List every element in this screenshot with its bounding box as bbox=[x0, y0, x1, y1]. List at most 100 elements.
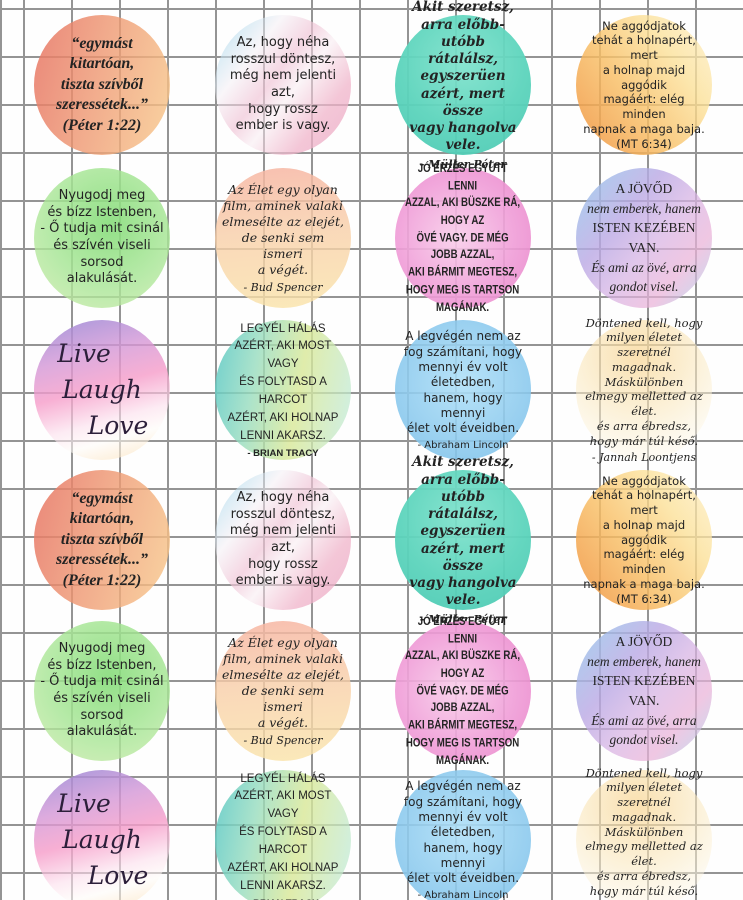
quote-line: élet volt éveidben. bbox=[406, 421, 520, 436]
quote-line: HOGY MEG IS TARTSON bbox=[406, 282, 520, 297]
quote-line: AZÉRT, AKI HOLNAP bbox=[227, 411, 339, 424]
quote-line: sorsod bbox=[80, 707, 124, 723]
sticker-muller-peter: Akit szeretsz, arra előbb-utóbb rátalálsz,… bbox=[395, 0, 531, 171]
quote-line: Ne aggódjatok bbox=[602, 473, 686, 488]
quote-line: tiszta szívből bbox=[60, 530, 144, 548]
quote-line: nem emberek, hanem bbox=[587, 653, 701, 669]
quote-line: kitartóan, bbox=[69, 510, 135, 528]
quote-text: “egymást kitartóan, tiszta szívből szeressé… bbox=[39, 489, 164, 591]
quote-line: Ne aggódjatok bbox=[602, 18, 686, 33]
quote-line: tehát a holnapért, mert bbox=[592, 33, 696, 63]
quote-line: élet volt éveidben. bbox=[406, 871, 520, 886]
sticker-a-jovod: A JÖVŐD nem emberek, hanem ISTEN KEZÉBEN V… bbox=[576, 621, 712, 761]
quote-line: A JÖVŐD bbox=[615, 181, 673, 197]
quote-line: (Péter 1:22) bbox=[62, 571, 142, 589]
quote-line: Laugh bbox=[62, 824, 142, 854]
quote-text: “egymást kitartóan, tiszta szívből szeressé… bbox=[39, 34, 164, 136]
quote-text: Nyugodj meg és bízz Istenben, - Ő tudja mi… bbox=[39, 188, 164, 288]
quote-line: gondot visel. bbox=[609, 732, 679, 748]
quote-line: Nyugodj meg bbox=[58, 188, 146, 204]
sticker-nyugodj-meg: Nyugodj meg és bízz Istenben, - Ő tudja mi… bbox=[34, 168, 170, 308]
sticker-jannah-loontjens: Döntened kell, hogy milyen életet szeretn… bbox=[576, 766, 712, 900]
quote-line: de senki sem ismeri bbox=[241, 683, 325, 714]
quote-author: - Bud Spencer bbox=[243, 734, 323, 747]
quote-line: arra előbb-utóbb bbox=[421, 16, 505, 50]
quote-author: - Bud Spencer bbox=[243, 281, 323, 294]
quote-line: és arra ébredsz, bbox=[596, 868, 692, 883]
quote-line: fog számítani, hogy bbox=[403, 344, 523, 359]
quote-line: ISTEN KEZÉBEN VAN. bbox=[592, 673, 696, 708]
quote-text: A legvégén nem az fog számítani, hogy menn… bbox=[400, 779, 525, 900]
quote-line: ember is vagy. bbox=[235, 118, 331, 134]
quote-line: és szívén viseli bbox=[53, 238, 151, 253]
quote-line: rosszul döntesz, bbox=[230, 506, 336, 522]
quote-line: arra előbb-utóbb bbox=[421, 471, 505, 505]
quote-line: fog számítani, hogy bbox=[403, 794, 523, 809]
quote-author: - Abraham Lincoln bbox=[417, 889, 509, 900]
quote-text: Ne aggódjatok tehát a holnapért, mert a ho… bbox=[581, 474, 706, 606]
sticker-jannah-loontjens: Döntened kell, hogy milyen életet szeretn… bbox=[576, 316, 712, 464]
quote-line: elmegy melletted az élet. bbox=[585, 839, 703, 869]
quote-line: ÖVÉ VAGY. DE MÉG JOBB AZZAL, bbox=[416, 230, 510, 263]
quote-line: Love bbox=[87, 411, 149, 441]
quote-line: a holnap majd aggódik bbox=[602, 62, 686, 92]
quote-line: tiszta szívből bbox=[60, 75, 144, 93]
quote-line: És ami az övé, arra bbox=[591, 712, 697, 728]
quote-text: Akit szeretsz, arra előbb-utóbb rátalálsz,… bbox=[400, 0, 525, 171]
sticker-bud-spencer: Az Élet egy olyan film, aminek valaki elme… bbox=[215, 168, 351, 308]
quote-line: Live bbox=[57, 788, 111, 818]
quote-line: MAGÁNAK. bbox=[436, 299, 490, 314]
quote-line: vagy hangolva vele. bbox=[409, 120, 517, 154]
sticker-mt-6-34: Ne aggódjatok tehát a holnapért, mert a ho… bbox=[576, 15, 712, 155]
quote-text: A JÖVŐD nem emberek, hanem ISTEN KEZÉBEN V… bbox=[581, 632, 706, 749]
quote-text: Az Élet egy olyan film, aminek valaki elme… bbox=[220, 182, 345, 294]
quote-line: - Ő tudja mit csinál bbox=[40, 674, 164, 690]
quote-line: Az, hogy néha bbox=[236, 490, 330, 506]
quote-line: és arra ébredsz, bbox=[596, 418, 692, 433]
quote-line: - Ő tudja mit csinál bbox=[40, 221, 164, 237]
quote-line: sorsod bbox=[80, 254, 124, 270]
quote-line: napnak a maga baja. bbox=[583, 576, 705, 591]
sticker-abraham-lincoln: A legvégén nem az fog számítani, hogy menn… bbox=[395, 320, 531, 460]
quote-line: Akit szeretsz, bbox=[412, 454, 514, 471]
quote-line: LENNI AKARSZ. bbox=[240, 879, 326, 892]
quote-line: Nyugodj meg bbox=[58, 641, 146, 657]
quote-line: ÖVÉ VAGY. DE MÉG JOBB AZZAL, bbox=[416, 683, 510, 716]
quote-line: ISTEN KEZÉBEN VAN. bbox=[592, 220, 696, 255]
quote-line: hanem, hogy mennyi bbox=[423, 390, 503, 421]
quote-line: JÓ ÉRZÉS EGYÜTT LENNI bbox=[418, 161, 508, 193]
quote-line: És ami az övé, arra bbox=[591, 259, 697, 275]
quote-line: Akit szeretsz, bbox=[412, 0, 514, 16]
sticker-live-laugh-love: Live Laugh Love bbox=[34, 320, 170, 460]
quote-line: magadnak. Máskülönben bbox=[604, 809, 684, 839]
quote-line: HOGY MEG IS TARTSON bbox=[406, 735, 520, 750]
quote-line: Döntened kell, hogy bbox=[585, 765, 703, 780]
quote-text: Nyugodj meg és bízz Istenben, - Ő tudja mi… bbox=[39, 641, 164, 741]
quote-line: LEGYÉL HÁLÁS bbox=[240, 772, 326, 785]
sticker-a-jovod: A JÖVŐD nem emberek, hanem ISTEN KEZÉBEN V… bbox=[576, 168, 712, 308]
quote-line: “egymást bbox=[71, 34, 133, 52]
quote-line: hogy már túl késő. bbox=[589, 883, 699, 898]
quote-author: - BRIAN TRACY bbox=[220, 898, 345, 900]
quote-text: A JÖVŐD nem emberek, hanem ISTEN KEZÉBEN V… bbox=[581, 179, 706, 296]
quote-line: MAGÁNAK. bbox=[436, 752, 490, 767]
quote-line: a végét. bbox=[257, 715, 309, 730]
sticker-jo-erzes: JÓ ÉRZÉS EGYÜTT LENNI AZZAL, AKI BÜSZKE R… bbox=[395, 161, 531, 314]
sticker-brian-tracy: LEGYÉL HÁLÁS AZÉRT, AKI MOST VAGY ÉS FOLYT… bbox=[215, 770, 351, 900]
quote-line: de senki sem ismeri bbox=[241, 230, 325, 261]
quote-line: elmesélte az elejét, bbox=[222, 214, 344, 229]
quote-line: LEGYÉL HÁLÁS bbox=[240, 322, 326, 335]
quote-line: kitartóan, bbox=[69, 55, 135, 73]
quote-line: vagy hangolva vele. bbox=[409, 575, 517, 609]
quote-line: Döntened kell, hogy bbox=[585, 315, 703, 330]
quote-line: AZZAL, AKI BÜSZKE RÁ, HOGY AZ bbox=[405, 195, 521, 228]
quote-line: JÓ ÉRZÉS EGYÜTT LENNI bbox=[418, 614, 508, 646]
quote-line: A legvégén nem az bbox=[405, 779, 521, 794]
quote-line: alakulását. bbox=[66, 271, 138, 287]
quote-line: magáért: elég minden bbox=[603, 92, 685, 122]
quote-text: Döntened kell, hogy milyen életet szeretn… bbox=[581, 316, 706, 464]
quote-line: mennyi év volt életedben, bbox=[418, 359, 508, 390]
sticker-nyugodj-meg: Nyugodj meg és bízz Istenben, - Ő tudja mi… bbox=[34, 621, 170, 761]
quote-text: Live Laugh Love bbox=[39, 336, 164, 445]
quote-line: Az, hogy néha bbox=[236, 35, 330, 51]
